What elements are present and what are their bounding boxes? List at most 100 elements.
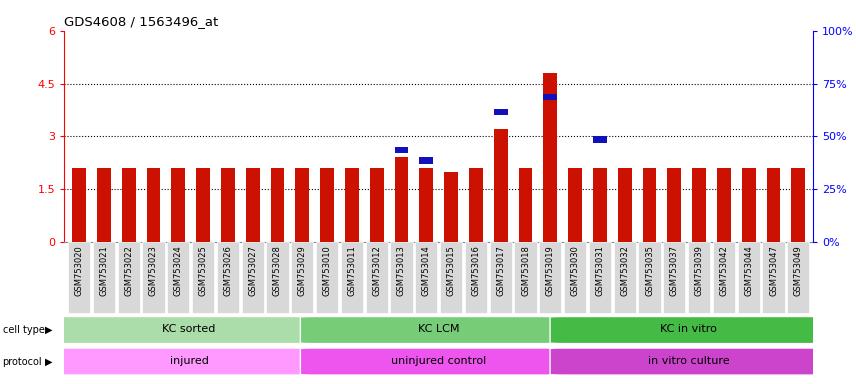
Bar xyxy=(593,168,607,242)
FancyBboxPatch shape xyxy=(514,242,537,313)
FancyBboxPatch shape xyxy=(300,348,577,375)
Text: GSM753023: GSM753023 xyxy=(149,245,158,296)
Text: GSM753031: GSM753031 xyxy=(596,245,604,296)
Bar xyxy=(320,168,334,242)
Bar xyxy=(544,73,557,242)
Text: GSM753028: GSM753028 xyxy=(273,245,282,296)
FancyBboxPatch shape xyxy=(550,348,827,375)
Text: uninjured control: uninjured control xyxy=(391,356,486,366)
Text: GSM753037: GSM753037 xyxy=(669,245,679,296)
Bar xyxy=(221,168,235,242)
FancyBboxPatch shape xyxy=(788,242,810,313)
Bar xyxy=(444,172,458,242)
Text: ▶: ▶ xyxy=(45,357,52,367)
Text: GSM753013: GSM753013 xyxy=(397,245,406,296)
Text: GSM753049: GSM753049 xyxy=(794,245,803,296)
Bar xyxy=(419,168,433,242)
FancyBboxPatch shape xyxy=(366,242,388,313)
Text: GSM753010: GSM753010 xyxy=(323,245,331,296)
Bar xyxy=(544,94,557,101)
Bar xyxy=(668,168,681,242)
Text: GSM753020: GSM753020 xyxy=(74,245,84,296)
Text: GSM753030: GSM753030 xyxy=(571,245,580,296)
Text: in vitro culture: in vitro culture xyxy=(647,356,729,366)
FancyBboxPatch shape xyxy=(92,242,115,313)
Text: GSM753015: GSM753015 xyxy=(447,245,455,296)
Text: ▶: ▶ xyxy=(45,325,52,335)
Text: GSM753044: GSM753044 xyxy=(744,245,753,296)
Text: KC sorted: KC sorted xyxy=(163,324,216,334)
Text: GSM753022: GSM753022 xyxy=(124,245,134,296)
FancyBboxPatch shape xyxy=(68,242,90,313)
Text: GSM753027: GSM753027 xyxy=(248,245,257,296)
FancyBboxPatch shape xyxy=(564,242,586,313)
FancyBboxPatch shape xyxy=(300,316,577,344)
Text: GSM753018: GSM753018 xyxy=(521,245,530,296)
Bar xyxy=(345,168,359,242)
FancyBboxPatch shape xyxy=(539,242,562,313)
Bar xyxy=(246,168,259,242)
FancyBboxPatch shape xyxy=(241,242,264,313)
FancyBboxPatch shape xyxy=(341,242,363,313)
Text: cell type: cell type xyxy=(3,325,45,335)
Text: GSM753039: GSM753039 xyxy=(694,245,704,296)
Text: GSM753025: GSM753025 xyxy=(199,245,208,296)
Bar xyxy=(792,168,805,242)
Text: GSM753024: GSM753024 xyxy=(174,245,183,296)
Bar xyxy=(122,168,135,242)
Bar xyxy=(97,168,110,242)
FancyBboxPatch shape xyxy=(266,242,288,313)
Text: GSM753029: GSM753029 xyxy=(298,245,306,296)
Bar xyxy=(494,129,508,242)
Text: GSM753014: GSM753014 xyxy=(422,245,431,296)
Bar xyxy=(146,168,160,242)
FancyBboxPatch shape xyxy=(663,242,686,313)
FancyBboxPatch shape xyxy=(51,316,327,344)
Text: GSM753032: GSM753032 xyxy=(621,245,629,296)
FancyBboxPatch shape xyxy=(763,242,785,313)
Bar xyxy=(395,157,408,242)
Text: GSM753047: GSM753047 xyxy=(769,245,778,296)
Bar xyxy=(618,168,632,242)
FancyBboxPatch shape xyxy=(490,242,512,313)
Bar xyxy=(717,168,731,242)
FancyBboxPatch shape xyxy=(390,242,413,313)
Text: protocol: protocol xyxy=(3,357,42,367)
FancyBboxPatch shape xyxy=(465,242,487,313)
Bar xyxy=(295,168,309,242)
FancyBboxPatch shape xyxy=(415,242,437,313)
Text: GSM753042: GSM753042 xyxy=(719,245,728,296)
Text: GSM753026: GSM753026 xyxy=(223,245,232,296)
FancyBboxPatch shape xyxy=(117,242,140,313)
FancyBboxPatch shape xyxy=(291,242,313,313)
FancyBboxPatch shape xyxy=(440,242,462,313)
FancyBboxPatch shape xyxy=(316,242,338,313)
Text: GSM753019: GSM753019 xyxy=(546,245,555,296)
Bar xyxy=(643,168,657,242)
Bar xyxy=(593,136,607,143)
Bar xyxy=(742,168,756,242)
Bar xyxy=(370,168,383,242)
FancyBboxPatch shape xyxy=(550,316,827,344)
FancyBboxPatch shape xyxy=(51,348,327,375)
FancyBboxPatch shape xyxy=(738,242,760,313)
Bar xyxy=(196,168,210,242)
FancyBboxPatch shape xyxy=(614,242,636,313)
Text: GDS4608 / 1563496_at: GDS4608 / 1563496_at xyxy=(64,15,218,28)
Bar xyxy=(419,157,433,164)
Bar xyxy=(494,109,508,115)
Text: GSM753021: GSM753021 xyxy=(99,245,109,296)
Bar xyxy=(568,168,582,242)
Bar xyxy=(171,168,185,242)
Text: KC LCM: KC LCM xyxy=(418,324,460,334)
FancyBboxPatch shape xyxy=(713,242,735,313)
FancyBboxPatch shape xyxy=(167,242,189,313)
Text: GSM753017: GSM753017 xyxy=(496,245,505,296)
Text: GSM753016: GSM753016 xyxy=(472,245,480,296)
Text: GSM753012: GSM753012 xyxy=(372,245,381,296)
FancyBboxPatch shape xyxy=(142,242,164,313)
Text: injured: injured xyxy=(169,356,209,366)
Text: GSM753011: GSM753011 xyxy=(348,245,356,296)
Bar xyxy=(693,168,706,242)
Bar xyxy=(519,168,532,242)
